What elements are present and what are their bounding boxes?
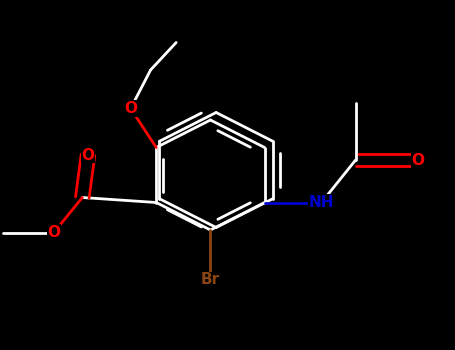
- Text: O: O: [124, 101, 137, 116]
- Text: O: O: [412, 153, 425, 168]
- Text: O: O: [47, 225, 61, 240]
- Text: O: O: [81, 147, 95, 162]
- Text: Br: Br: [201, 273, 220, 287]
- Text: NH: NH: [309, 195, 334, 210]
